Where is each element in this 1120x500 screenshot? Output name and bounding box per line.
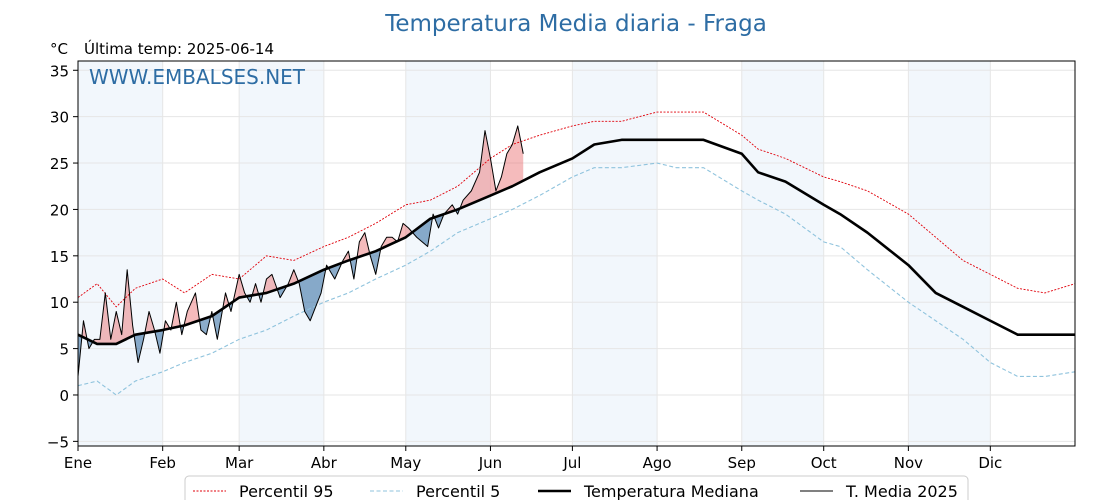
y-tick-label: 5 [59, 341, 69, 359]
y-tick-label: 15 [50, 248, 69, 266]
y-tick-label: −5 [47, 433, 69, 451]
x-tick-label: Ene [64, 454, 92, 472]
x-tick-label: Ago [643, 454, 672, 472]
month-band [239, 61, 324, 446]
legend-label: Temperatura Mediana [583, 482, 759, 500]
month-band [405, 61, 491, 446]
x-tick-label: May [390, 454, 421, 472]
x-tick-label: Jul [562, 454, 581, 472]
anomaly-above [357, 232, 371, 258]
legend-box [184, 475, 969, 500]
legend: Percentil 95 Percentil 5 Temperatura Media… [184, 475, 969, 500]
anomaly-below [213, 308, 223, 340]
legend-label: Percentil 95 [239, 482, 334, 500]
x-tick-label: Mar [225, 454, 254, 472]
month-bands [78, 61, 991, 446]
anomaly-below [199, 316, 212, 335]
anomaly-below [298, 268, 326, 321]
grid-lines [77, 61, 1075, 446]
series-line [77, 138, 1075, 346]
anomaly-above [144, 311, 156, 334]
anomaly-above [184, 292, 200, 326]
x-tick-label: Feb [149, 454, 176, 472]
y-tick-label: 0 [59, 387, 69, 405]
legend-label: T. Media 2025 [845, 482, 958, 500]
anomaly-above [252, 283, 259, 296]
x-tick-label: Jun [478, 454, 502, 472]
month-band [78, 61, 163, 446]
x-ticks: Ene Feb Mar Abr May Jun Jul Ago Sep Oct Nov Dic [64, 446, 1002, 472]
y-tick-label: 30 [50, 109, 69, 127]
y-tick-label: 35 [50, 62, 69, 80]
series-line [77, 111, 1076, 308]
x-tick-label: Dic [978, 454, 1002, 472]
legend-label: Percentil 5 [416, 482, 500, 500]
series-line [77, 125, 524, 377]
series-lines [77, 111, 1076, 396]
x-tick-label: Nov [894, 454, 923, 472]
y-tick-label: 10 [50, 294, 69, 312]
x-tick-label: Oct [811, 454, 837, 472]
month-band [741, 61, 824, 446]
anomaly-above [93, 269, 135, 344]
anomaly-below [155, 329, 165, 354]
watermark: WWW.EMBALSES.NET [89, 65, 306, 89]
month-band [572, 61, 658, 446]
x-tick-label: Abr [311, 454, 338, 472]
anomaly-above [233, 274, 247, 302]
anomaly-below [370, 248, 382, 275]
month-band [908, 61, 991, 446]
anomaly-above [171, 302, 181, 329]
y-unit-label: °C [50, 40, 68, 58]
chart-title: Temperatura Media diaria - Fraga [384, 11, 767, 37]
y-ticks: −5 0 5 10 15 20 25 30 35 [47, 62, 78, 451]
y-tick-label: 20 [50, 201, 69, 219]
plot-frame [77, 60, 1076, 447]
anomaly-below [350, 257, 358, 280]
y-tick-label: 25 [50, 155, 69, 173]
legend-entries: Percentil 95 Percentil 5 Temperatura Media… [193, 482, 958, 500]
last-temp-label: Última temp: 2025-06-14 [84, 39, 274, 58]
anomaly-below [412, 217, 434, 247]
x-tick-label: Sep [728, 454, 756, 472]
